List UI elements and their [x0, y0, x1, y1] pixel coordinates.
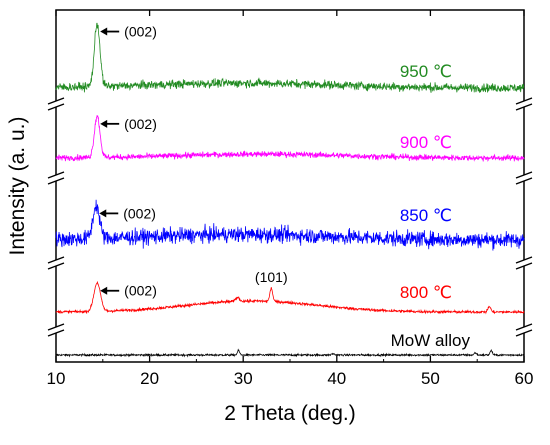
y-axis-title: Intensity (a. u.): [6, 117, 29, 256]
axis-break-0-left: [47, 323, 65, 337]
axis-break-2-right: [515, 171, 533, 185]
series-label-0: MoW alloy: [391, 331, 471, 350]
annotation-label-4: (101): [255, 269, 288, 285]
series-label-2: 850 ℃: [400, 206, 452, 225]
axis-break-1-right: [515, 256, 533, 270]
annotation-label-0: (002): [124, 24, 157, 40]
series-label-4: 950 ℃: [400, 62, 452, 81]
axis-break-3-left: [47, 97, 65, 111]
x-tick-label-1: 20: [140, 369, 159, 388]
x-tick-label-2: 30: [234, 369, 253, 388]
annotation-arrowhead-1: [100, 119, 108, 128]
annotation-arrowhead-3: [100, 286, 108, 295]
annotation-arrowhead-2: [99, 209, 107, 218]
series-label-3: 900 ℃: [400, 133, 452, 152]
annotations: (002) (002) (002) (002) (101): [99, 24, 288, 299]
series-label-1: 800 ℃: [400, 283, 452, 302]
series-line-4: [55, 22, 525, 94]
annotation-arrowhead-0: [100, 27, 108, 36]
x-tick-label-4: 50: [421, 369, 440, 388]
annotation-label-1: (002): [124, 116, 157, 132]
series-layer: MoW alloy 800 ℃ 850 ℃ 900 ℃ 950 ℃: [55, 22, 525, 358]
x-ticks: 10 20 30 40 50 60: [47, 10, 534, 388]
series-line-3: [55, 115, 525, 162]
axis-break-3-right: [515, 97, 533, 111]
annotation-label-2: (002): [123, 205, 156, 221]
axis-break-2-left: [47, 171, 65, 185]
series-line-1: [55, 280, 525, 315]
axis-break-1-left: [47, 256, 65, 270]
x-tick-label-0: 10: [47, 369, 66, 388]
axis-break-0-right: [515, 323, 533, 337]
x-tick-label-3: 40: [327, 369, 346, 388]
x-tick-label-5: 60: [515, 369, 534, 388]
series-line-0: [55, 348, 525, 358]
axis-breaks: [47, 97, 533, 337]
series-line-2: [55, 199, 525, 251]
annotation-label-3: (002): [124, 283, 157, 299]
x-axis-title: 2 Theta (deg.): [224, 402, 356, 425]
